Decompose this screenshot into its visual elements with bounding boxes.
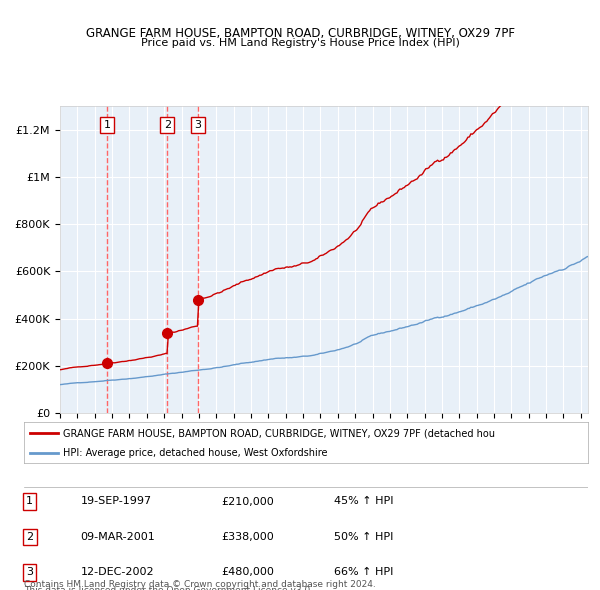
Text: 1: 1 (104, 120, 110, 130)
Text: £480,000: £480,000 (221, 568, 274, 577)
Text: 1: 1 (26, 497, 33, 506)
Text: 09-MAR-2001: 09-MAR-2001 (80, 532, 155, 542)
Text: 3: 3 (194, 120, 202, 130)
Text: 19-SEP-1997: 19-SEP-1997 (80, 497, 152, 506)
Text: 3: 3 (26, 568, 33, 577)
Text: GRANGE FARM HOUSE, BAMPTON ROAD, CURBRIDGE, WITNEY, OX29 7PF (detached hou: GRANGE FARM HOUSE, BAMPTON ROAD, CURBRID… (64, 428, 496, 438)
Text: This data is licensed under the Open Government Licence v3.0.: This data is licensed under the Open Gov… (24, 586, 313, 590)
Text: 66% ↑ HPI: 66% ↑ HPI (334, 568, 394, 577)
Text: £210,000: £210,000 (221, 497, 274, 506)
Text: 2: 2 (164, 120, 171, 130)
Text: Contains HM Land Registry data © Crown copyright and database right 2024.: Contains HM Land Registry data © Crown c… (24, 580, 376, 589)
Text: 12-DEC-2002: 12-DEC-2002 (80, 568, 154, 577)
Text: 2: 2 (26, 532, 33, 542)
Text: 50% ↑ HPI: 50% ↑ HPI (334, 532, 394, 542)
Text: Price paid vs. HM Land Registry's House Price Index (HPI): Price paid vs. HM Land Registry's House … (140, 38, 460, 48)
Text: 45% ↑ HPI: 45% ↑ HPI (334, 497, 394, 506)
Text: HPI: Average price, detached house, West Oxfordshire: HPI: Average price, detached house, West… (64, 448, 328, 458)
Text: £338,000: £338,000 (221, 532, 274, 542)
Text: GRANGE FARM HOUSE, BAMPTON ROAD, CURBRIDGE, WITNEY, OX29 7PF: GRANGE FARM HOUSE, BAMPTON ROAD, CURBRID… (86, 27, 515, 40)
